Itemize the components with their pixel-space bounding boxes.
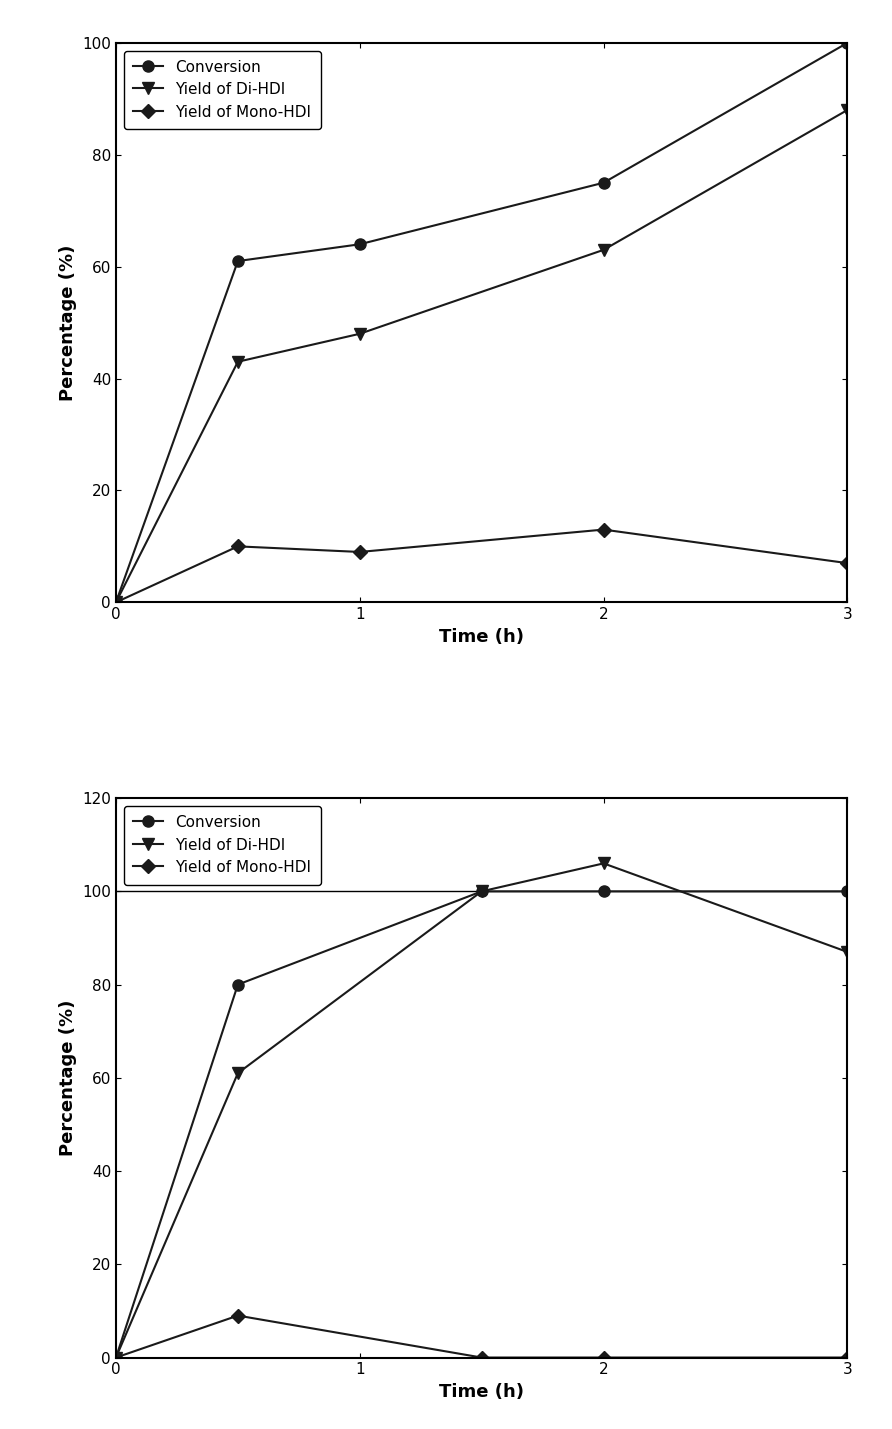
Legend: Conversion, Yield of Di-HDI, Yield of Mono-HDI: Conversion, Yield of Di-HDI, Yield of Mo… [124,50,321,130]
Yield of Di-HDI [111,1349,121,1366]
Y-axis label: Percentage (%): Percentage (%) [59,1000,77,1156]
Yield of Mono-HDI [842,1349,853,1366]
Yield of Di-HDI [842,101,853,119]
Conversion [233,253,244,270]
Yield of Di-HDI [354,326,365,343]
Yield of Di-HDI [476,883,487,900]
Yield of Di-HDI [599,855,609,872]
Line: Yield of Mono-HDI: Yield of Mono-HDI [112,524,852,607]
Conversion [599,174,609,191]
Conversion [233,976,244,993]
Yield of Mono-HDI [233,1308,244,1325]
Conversion [476,883,487,900]
Yield of Di-HDI [233,1065,244,1082]
Line: Yield of Mono-HDI: Yield of Mono-HDI [112,1310,852,1362]
Conversion [111,593,121,610]
Yield of Di-HDI [599,242,609,259]
Conversion [842,883,853,900]
Yield of Di-HDI [111,593,121,610]
Yield of Di-HDI [233,353,244,370]
Yield of Mono-HDI [842,554,853,572]
Yield of Mono-HDI [233,537,244,554]
Conversion [599,883,609,900]
Yield of Mono-HDI [599,1349,609,1366]
Yield of Mono-HDI [599,522,609,539]
Line: Conversion: Conversion [111,886,853,1363]
Yield of Mono-HDI [476,1349,487,1366]
Conversion [354,236,365,253]
Y-axis label: Percentage (%): Percentage (%) [59,244,77,400]
Conversion [842,34,853,51]
X-axis label: Time (h): Time (h) [439,627,524,646]
Line: Conversion: Conversion [111,37,853,607]
Line: Yield of Di-HDI: Yield of Di-HDI [111,104,853,607]
Yield of Di-HDI [842,943,853,960]
Legend: Conversion, Yield of Di-HDI, Yield of Mono-HDI: Conversion, Yield of Di-HDI, Yield of Mo… [124,806,321,885]
Line: Yield of Di-HDI: Yield of Di-HDI [111,857,853,1363]
Conversion [111,1349,121,1366]
Yield of Mono-HDI [354,543,365,560]
Yield of Mono-HDI [111,1349,121,1366]
X-axis label: Time (h): Time (h) [439,1383,524,1400]
Yield of Mono-HDI [111,593,121,610]
